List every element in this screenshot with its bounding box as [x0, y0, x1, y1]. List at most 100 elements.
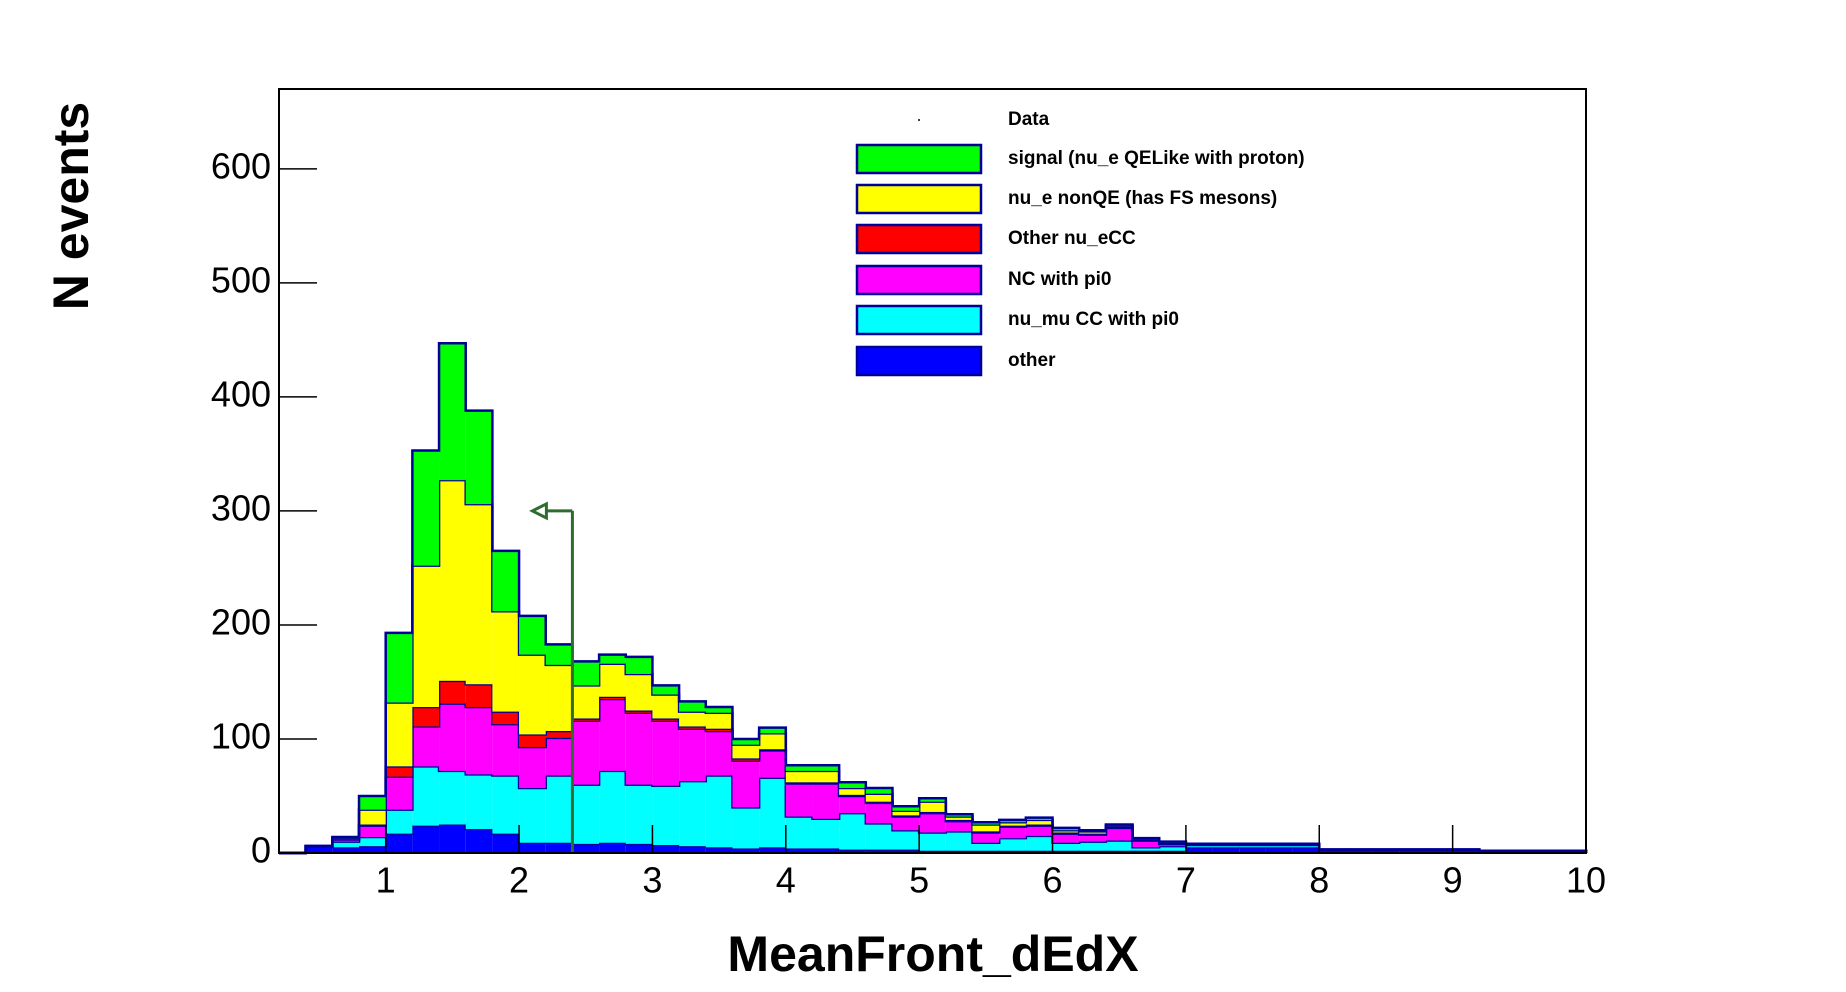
histogram-bin: [1159, 846, 1186, 851]
histogram-bin: [812, 848, 840, 853]
histogram-bin: [385, 809, 413, 834]
histogram-bin: [572, 685, 600, 719]
histogram-bin: [519, 654, 546, 735]
histogram-bin: [759, 733, 786, 750]
histogram-bin: [812, 818, 840, 849]
histogram-bin: [519, 746, 546, 789]
histogram-bin: [1132, 840, 1160, 848]
histogram-bin: [652, 685, 680, 695]
histogram-bin: [679, 728, 706, 782]
histogram-bin: [492, 550, 520, 612]
histogram-bin: [919, 813, 946, 833]
histogram-bin: [545, 644, 573, 665]
histogram-bin: [465, 774, 493, 830]
cut-arrow-head: [529, 501, 548, 521]
histogram-bin: [759, 727, 786, 734]
histogram-bin: [919, 801, 946, 812]
histogram-bin: [412, 766, 440, 826]
legend-swatch: [855, 183, 983, 215]
histogram-bin: [412, 825, 440, 853]
histogram-bin: [785, 816, 813, 849]
histogram-bin: [385, 776, 413, 810]
histogram-bin: [545, 842, 573, 853]
histogram-bin: [625, 673, 653, 711]
histogram-bin: [332, 847, 360, 853]
legend-swatch: [855, 223, 983, 255]
histogram-bin: [652, 845, 680, 853]
histogram-bin: [465, 829, 493, 853]
y-tick-label: 100: [211, 715, 271, 756]
legend-swatch: [855, 143, 983, 175]
histogram-bin: [519, 788, 546, 843]
histogram-bin: [1185, 847, 1213, 853]
histogram-bin: [892, 849, 920, 853]
x-tick-label: 1: [376, 860, 396, 901]
legend-label: nu_mu CC with pi0: [1008, 309, 1179, 330]
histogram-bin: [1079, 834, 1106, 842]
legend-label: Other nu_eCC: [1008, 228, 1136, 249]
histogram-bin: [759, 847, 786, 853]
histogram-bin: [1025, 819, 1053, 825]
histogram-bin: [705, 775, 733, 848]
histogram-bin: [625, 712, 653, 785]
histogram-bin: [839, 849, 866, 853]
y-tick-label: 200: [211, 601, 271, 642]
histogram-bin: [492, 611, 520, 712]
stack-outline: [279, 342, 1588, 855]
histogram-bin: [865, 823, 893, 850]
histogram-bin: [972, 842, 1000, 851]
histogram-bin: [359, 837, 386, 847]
histogram-bin: [1079, 841, 1106, 851]
histogram-bin: [945, 831, 973, 851]
histogram-bin: [599, 699, 626, 771]
histogram-bin: [1105, 840, 1133, 851]
histogram-bin: [999, 838, 1026, 851]
histogram-bin: [492, 775, 520, 834]
histogram-bin: [865, 802, 893, 824]
histogram-bin: [519, 615, 546, 655]
histogram-bin: [945, 816, 973, 820]
histogram-bin: [625, 843, 653, 853]
histogram-bin: [465, 410, 493, 505]
histogram-bin: [1292, 847, 1320, 853]
histogram-bin: [599, 770, 626, 843]
histogram-bin: [732, 738, 760, 745]
histogram-bin: [572, 784, 600, 844]
plot-frame: [278, 88, 1587, 854]
legend-label: Data: [1008, 109, 1050, 130]
histogram-bin: [439, 824, 466, 853]
histogram-bin: [892, 806, 920, 811]
histogram-bin: [1265, 847, 1293, 853]
histogram-bin: [679, 701, 706, 712]
x-tick-label: 4: [776, 860, 796, 901]
histogram-bin: [679, 781, 706, 847]
histogram-bin: [865, 788, 893, 794]
histogram-bin: [1399, 849, 1426, 853]
histogram-bin: [759, 750, 786, 778]
histogram-bin: [652, 785, 680, 846]
histogram-bin: [652, 720, 680, 786]
histogram-bin: [892, 816, 920, 831]
histogram-bin: [839, 813, 866, 850]
histogram-bin: [785, 848, 813, 853]
histogram-bin: [385, 833, 413, 853]
x-axis-title: MeanFront_dEdX: [727, 926, 1138, 982]
histogram-bin: [412, 726, 440, 767]
histogram-bin: [1052, 842, 1080, 851]
histogram-bin: [545, 730, 573, 738]
histogram-bin: [652, 694, 680, 719]
histogram-bin: [865, 793, 893, 802]
histogram-bin: [385, 766, 413, 777]
histogram-bin: [705, 847, 733, 853]
x-tick-label: 8: [1309, 860, 1329, 901]
histogram-bin: [439, 343, 466, 481]
histogram-bin: [412, 565, 440, 708]
histogram-bin: [972, 824, 1000, 832]
y-tick-label: 0: [251, 830, 271, 871]
y-tick-label: 400: [211, 373, 271, 414]
y-axis-title: N events: [43, 102, 99, 310]
histogram-bin: [919, 798, 946, 802]
histogram-bin: [519, 734, 546, 747]
histogram-bin: [1025, 825, 1053, 836]
